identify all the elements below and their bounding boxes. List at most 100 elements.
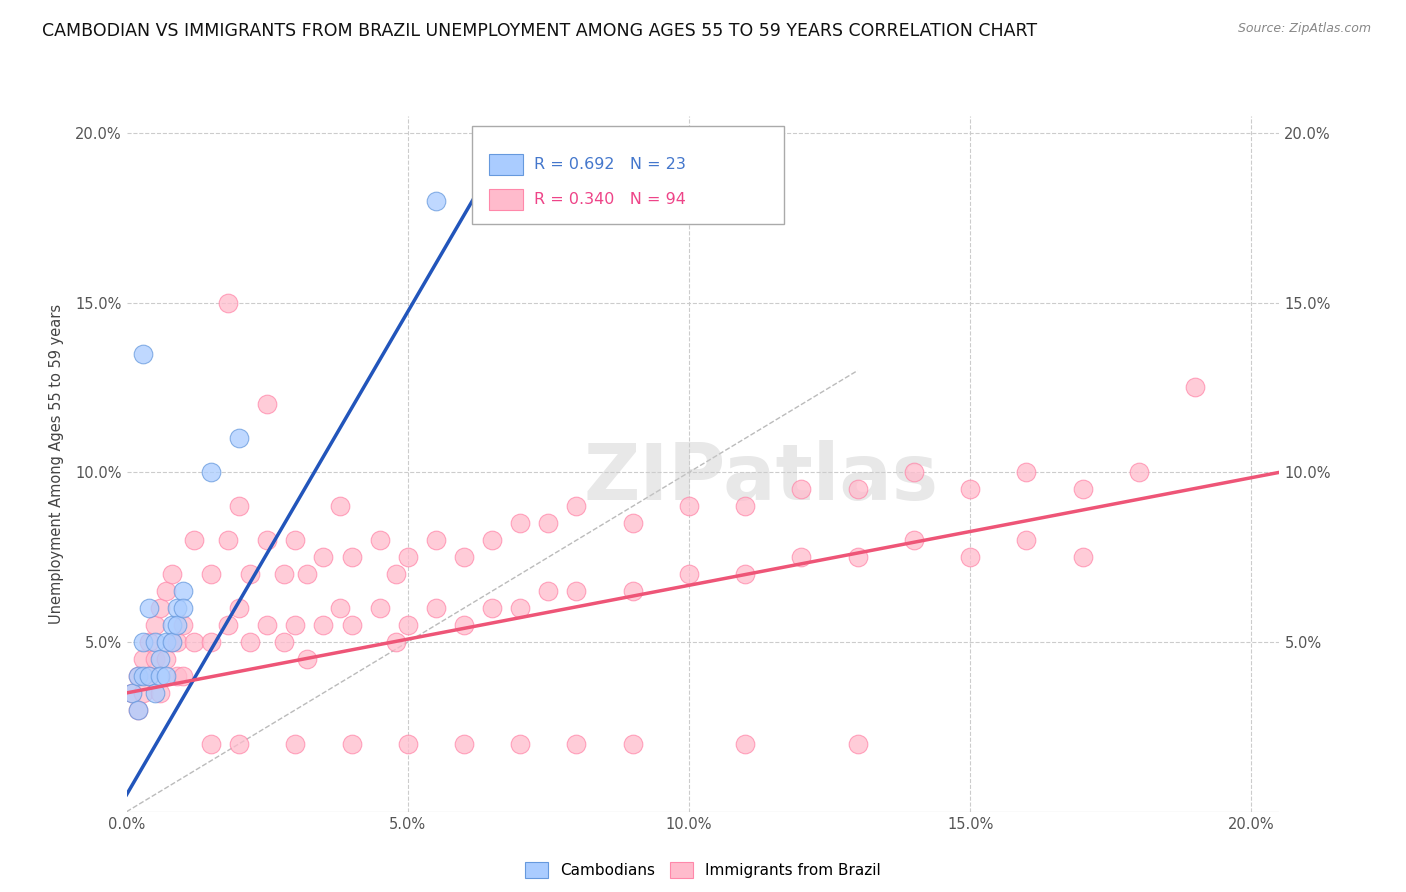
Point	[959, 550, 981, 565]
Point	[200, 737, 222, 751]
Point	[340, 550, 363, 565]
Point	[1071, 483, 1094, 497]
Point	[172, 601, 194, 615]
Point	[1128, 466, 1150, 480]
Point	[273, 567, 295, 582]
Y-axis label: Unemployment Among Ages 55 to 59 years: Unemployment Among Ages 55 to 59 years	[49, 304, 63, 624]
Point	[183, 533, 205, 548]
Point	[509, 516, 531, 531]
Point	[481, 601, 503, 615]
Point	[284, 533, 307, 548]
Point	[138, 635, 160, 649]
Point	[509, 601, 531, 615]
Point	[621, 516, 644, 531]
Point	[425, 601, 447, 615]
Point	[537, 516, 560, 531]
Point	[132, 346, 155, 360]
Point	[256, 618, 278, 632]
Point	[127, 669, 149, 683]
Point	[329, 601, 352, 615]
Point	[166, 601, 188, 615]
Text: R = 0.340   N = 94: R = 0.340 N = 94	[533, 192, 685, 207]
Point	[149, 652, 172, 666]
Point	[256, 533, 278, 548]
Point	[228, 737, 250, 751]
Point	[790, 550, 813, 565]
Point	[678, 567, 700, 582]
Point	[329, 500, 352, 514]
Point	[228, 500, 250, 514]
Point	[143, 635, 166, 649]
Point	[138, 669, 160, 683]
Point	[143, 618, 166, 632]
Point	[138, 601, 160, 615]
Point	[256, 397, 278, 411]
Text: Source: ZipAtlas.com: Source: ZipAtlas.com	[1237, 22, 1371, 36]
Text: ZIPatlas: ZIPatlas	[583, 440, 938, 516]
Point	[1071, 550, 1094, 565]
Point	[340, 618, 363, 632]
Point	[565, 737, 588, 751]
Point	[453, 737, 475, 751]
Point	[166, 618, 188, 632]
Point	[425, 194, 447, 208]
Point	[734, 737, 756, 751]
Point	[1015, 533, 1038, 548]
Point	[509, 737, 531, 751]
FancyBboxPatch shape	[488, 154, 523, 175]
FancyBboxPatch shape	[472, 127, 783, 224]
Point	[155, 584, 177, 599]
Point	[160, 635, 183, 649]
Point	[121, 686, 143, 700]
Point	[143, 652, 166, 666]
Point	[149, 686, 172, 700]
Point	[621, 584, 644, 599]
Point	[166, 669, 188, 683]
Point	[565, 584, 588, 599]
Point	[217, 618, 239, 632]
Point	[155, 635, 177, 649]
Point	[132, 652, 155, 666]
Text: CAMBODIAN VS IMMIGRANTS FROM BRAZIL UNEMPLOYMENT AMONG AGES 55 TO 59 YEARS CORRE: CAMBODIAN VS IMMIGRANTS FROM BRAZIL UNEM…	[42, 22, 1038, 40]
FancyBboxPatch shape	[488, 189, 523, 210]
Point	[1184, 380, 1206, 394]
Point	[368, 533, 391, 548]
Point	[149, 601, 172, 615]
Point	[368, 601, 391, 615]
Point	[149, 669, 172, 683]
Point	[155, 669, 177, 683]
Point	[425, 533, 447, 548]
Text: R = 0.692   N = 23: R = 0.692 N = 23	[533, 157, 685, 172]
Point	[903, 533, 925, 548]
Point	[537, 584, 560, 599]
Point	[284, 737, 307, 751]
Point	[678, 500, 700, 514]
Point	[121, 686, 143, 700]
Point	[340, 737, 363, 751]
Point	[132, 669, 155, 683]
Point	[183, 635, 205, 649]
Point	[1015, 466, 1038, 480]
Point	[143, 686, 166, 700]
Point	[166, 635, 188, 649]
Point	[385, 635, 408, 649]
Point	[273, 635, 295, 649]
Point	[200, 635, 222, 649]
Point	[295, 567, 318, 582]
Point	[959, 483, 981, 497]
Point	[846, 550, 869, 565]
Point	[127, 703, 149, 717]
Point	[621, 737, 644, 751]
Point	[172, 669, 194, 683]
Point	[239, 567, 262, 582]
Point	[385, 567, 408, 582]
Point	[453, 550, 475, 565]
Point	[295, 652, 318, 666]
Point	[312, 618, 335, 632]
Point	[903, 466, 925, 480]
Point	[846, 737, 869, 751]
Point	[396, 618, 419, 632]
Point	[200, 466, 222, 480]
Point	[565, 500, 588, 514]
Point	[132, 686, 155, 700]
